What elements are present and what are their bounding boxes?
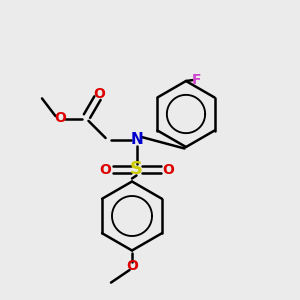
Text: O: O — [162, 163, 174, 176]
Text: O: O — [54, 112, 66, 125]
Text: O: O — [99, 163, 111, 176]
Text: O: O — [93, 88, 105, 101]
Text: S: S — [130, 160, 143, 178]
Text: O: O — [126, 259, 138, 272]
Text: F: F — [192, 73, 201, 86]
Text: N: N — [130, 132, 143, 147]
